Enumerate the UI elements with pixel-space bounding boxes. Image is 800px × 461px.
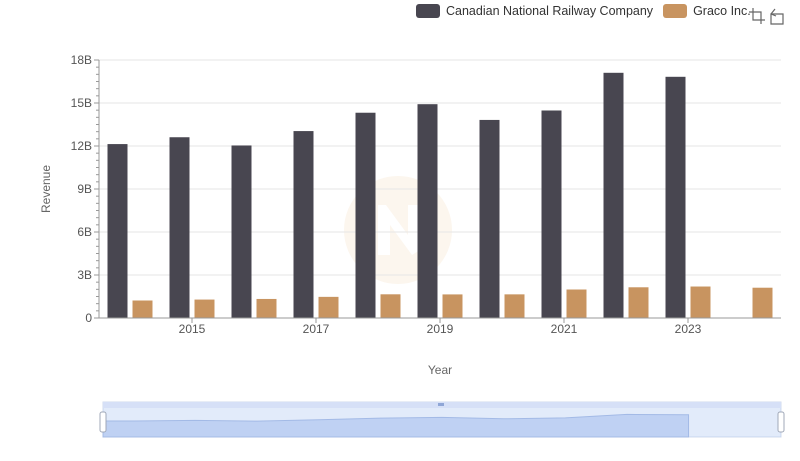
y-tick-label: 6B <box>77 225 92 239</box>
zoom-move-handle[interactable] <box>438 403 444 406</box>
bar-graco-2017[interactable] <box>318 296 339 318</box>
data-zoom-icon[interactable] <box>748 7 766 25</box>
zoom-selection[interactable] <box>103 408 781 437</box>
bar-canadian-national-2022[interactable] <box>603 72 624 318</box>
bar-graco-2019[interactable] <box>442 294 463 318</box>
x-tick-label: 2021 <box>551 322 578 336</box>
zoom-reset-icon[interactable] <box>768 7 786 25</box>
y-tick-label: 0 <box>85 311 92 325</box>
bar-canadian-national-2015[interactable] <box>169 137 190 318</box>
y-tick-label: 3B <box>77 268 92 282</box>
bar-graco-2023[interactable] <box>690 286 711 318</box>
chart-legend: Canadian National Railway Company Graco I… <box>416 4 761 18</box>
bar-canadian-national-2018[interactable] <box>355 112 376 318</box>
x-axis-title: Year <box>428 363 452 377</box>
legend-label: Graco Inc. <box>693 4 751 18</box>
data-zoom-slider[interactable] <box>99 401 785 438</box>
y-tick-label: 9B <box>77 182 92 196</box>
legend-label: Canadian National Railway Company <box>446 4 654 18</box>
bars <box>107 72 773 318</box>
bar-graco-2021[interactable] <box>566 289 587 318</box>
bar-canadian-national-2021[interactable] <box>541 110 562 318</box>
x-tick-label: 2017 <box>303 322 330 336</box>
y-tick-label: 18B <box>71 53 92 67</box>
y-axis-ticks: 0 3B 6B 9B 12B 15B 18B <box>71 53 100 325</box>
y-tick-label: 15B <box>71 96 92 110</box>
legend-item[interactable]: Canadian National Railway Company <box>416 4 653 18</box>
bar-graco-2015[interactable] <box>194 299 215 318</box>
bar-graco-2018[interactable] <box>380 294 401 318</box>
zoom-handle-end[interactable] <box>777 411 785 433</box>
bar-canadian-national-2016[interactable] <box>231 145 252 318</box>
x-tick-label: 2015 <box>179 322 206 336</box>
bar-canadian-national-2023[interactable] <box>665 76 686 318</box>
y-tick-label: 12B <box>71 139 92 153</box>
bar-canadian-national-2019[interactable] <box>417 104 438 318</box>
bar-graco-2024[interactable] <box>752 287 773 318</box>
bar-canadian-national-2014[interactable] <box>107 144 128 318</box>
legend-swatch <box>663 4 688 18</box>
bar-graco-2016[interactable] <box>256 298 277 318</box>
x-axis: 2015 2017 2019 2021 2023 <box>99 317 781 336</box>
bar-canadian-national-2020[interactable] <box>479 119 500 318</box>
legend-swatch <box>416 4 440 18</box>
bar-graco-2022[interactable] <box>628 287 649 318</box>
zoom-preview-area <box>102 413 690 438</box>
x-tick-label: 2023 <box>675 322 702 336</box>
x-tick-label: 2019 <box>427 322 454 336</box>
legend-item[interactable]: Graco Inc. <box>663 4 751 18</box>
zoom-handle-start[interactable] <box>99 411 107 433</box>
bar-canadian-national-2017[interactable] <box>293 131 314 318</box>
bar-graco-2014[interactable] <box>132 300 153 318</box>
bar-graco-2020[interactable] <box>504 294 525 318</box>
chart-toolbox <box>746 7 786 25</box>
y-axis-title: Revenue <box>39 165 53 213</box>
